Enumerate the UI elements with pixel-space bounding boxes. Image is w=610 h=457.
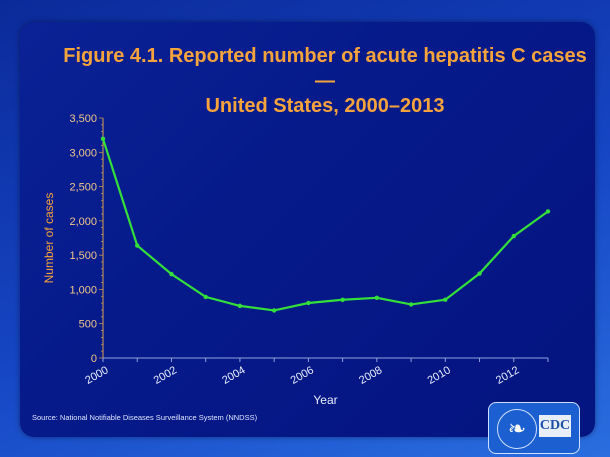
data-point-2007 xyxy=(340,297,345,302)
data-point-2004 xyxy=(237,303,243,309)
x-tick-label: 2004 xyxy=(220,364,247,387)
hhs-eagle-icon: ❧ xyxy=(497,409,537,449)
chart-title: Figure 4.1. Reported number of acute hep… xyxy=(60,44,590,119)
x-tick-label: 2000 xyxy=(83,364,110,387)
x-tick-label: 2008 xyxy=(357,364,384,387)
y-axis-title: Number of cases xyxy=(42,193,56,284)
y-tick-label: 3,000 xyxy=(69,147,97,159)
data-point-2013 xyxy=(545,209,551,214)
data-point-2001 xyxy=(135,243,140,248)
data-point-2005 xyxy=(271,308,277,313)
x-tick-label: 2006 xyxy=(289,364,316,387)
data-point-2006 xyxy=(306,300,311,306)
y-tick-label: 3,500 xyxy=(69,113,97,125)
data-point-2003 xyxy=(203,294,208,300)
chart-title-line1: Figure 4.1. Reported number of acute hep… xyxy=(63,45,587,92)
x-tick-label: 2002 xyxy=(152,364,179,387)
data-point-2011 xyxy=(477,271,482,276)
series-line xyxy=(101,138,549,312)
y-tick-label: 0 xyxy=(91,353,97,365)
x-tick-label: 2012 xyxy=(494,364,521,387)
y-tick-label: 1,500 xyxy=(69,250,97,262)
data-point-2009 xyxy=(408,302,414,307)
y-tick-label: 2,000 xyxy=(69,216,97,228)
data-point-2000 xyxy=(100,136,106,141)
chart-title-line2: United States, 2000–2013 xyxy=(205,95,445,117)
y-tick-label: 2,500 xyxy=(69,182,97,194)
x-tick-label: 2010 xyxy=(426,364,453,387)
x-axis-title: Year xyxy=(313,393,337,407)
data-point-2008 xyxy=(374,295,380,300)
y-tick-label: 1,000 xyxy=(69,284,97,296)
data-point-2002 xyxy=(169,271,174,277)
chart-panel xyxy=(20,22,595,437)
source-note: Source: National Notifiable Diseases Sur… xyxy=(32,413,258,422)
y-tick-label: 500 xyxy=(79,319,97,331)
data-point-2010 xyxy=(443,297,448,302)
data-point-2012 xyxy=(511,233,516,239)
cdc-logo-text: CDC xyxy=(539,415,571,437)
cdc-logo: ❧ CDC xyxy=(488,402,580,454)
